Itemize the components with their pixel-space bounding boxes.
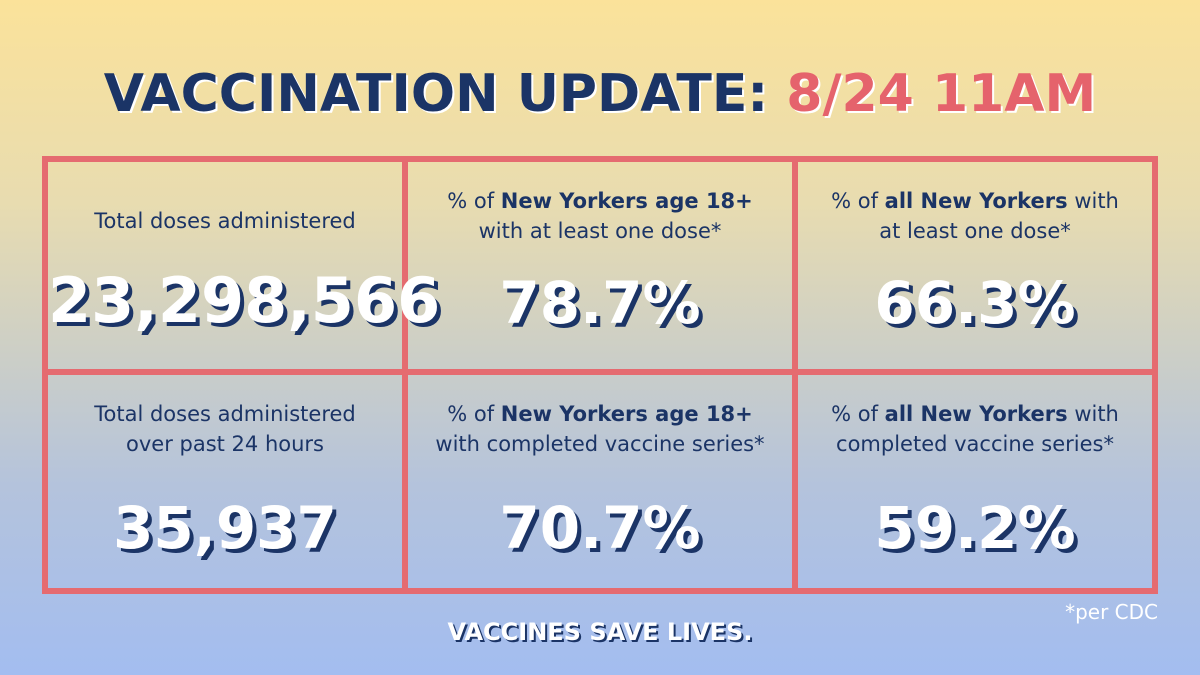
footer-slogan: VACCINES SAVE LIVES.	[447, 618, 753, 646]
stat-value: 66.3%	[874, 269, 1076, 337]
title-date: 8/24 11AM	[786, 64, 1097, 124]
stat-label: % of all New Yorkers with completed vacc…	[831, 402, 1119, 456]
stat-value: 23,298,566	[48, 264, 441, 337]
stat-adults-one-dose: % of New Yorkers age 18+ with at least o…	[408, 162, 798, 375]
stat-value: 59.2%	[874, 494, 1076, 562]
stat-label: % of New Yorkers age 18+ with at least o…	[447, 189, 753, 243]
stat-value: 78.7%	[499, 269, 701, 337]
stat-label: Total doses administered over past 24 ho…	[94, 402, 356, 456]
page-title: VACCINATION UPDATE: 8/24 11AM	[0, 68, 1200, 120]
stat-label: % of all New Yorkers with at least one d…	[831, 189, 1119, 243]
stat-label: Total doses administered	[94, 209, 356, 233]
stats-grid: Total doses administered 23,298,566 % of…	[42, 156, 1158, 594]
stat-adults-completed: % of New Yorkers age 18+ with completed …	[408, 375, 798, 588]
stat-total-doses: Total doses administered 23,298,566	[48, 162, 441, 375]
stat-doses-24h: Total doses administered over past 24 ho…	[48, 375, 408, 588]
source-note: *per CDC	[1065, 600, 1158, 624]
title-text: VACCINATION UPDATE:	[103, 64, 769, 124]
stat-label: % of New Yorkers age 18+ with completed …	[435, 402, 765, 456]
stat-value: 35,937	[113, 494, 337, 562]
stat-all-one-dose: % of all New Yorkers with at least one d…	[798, 162, 1152, 375]
stat-value: 70.7%	[499, 494, 701, 562]
stat-all-completed: % of all New Yorkers with completed vacc…	[798, 375, 1152, 588]
